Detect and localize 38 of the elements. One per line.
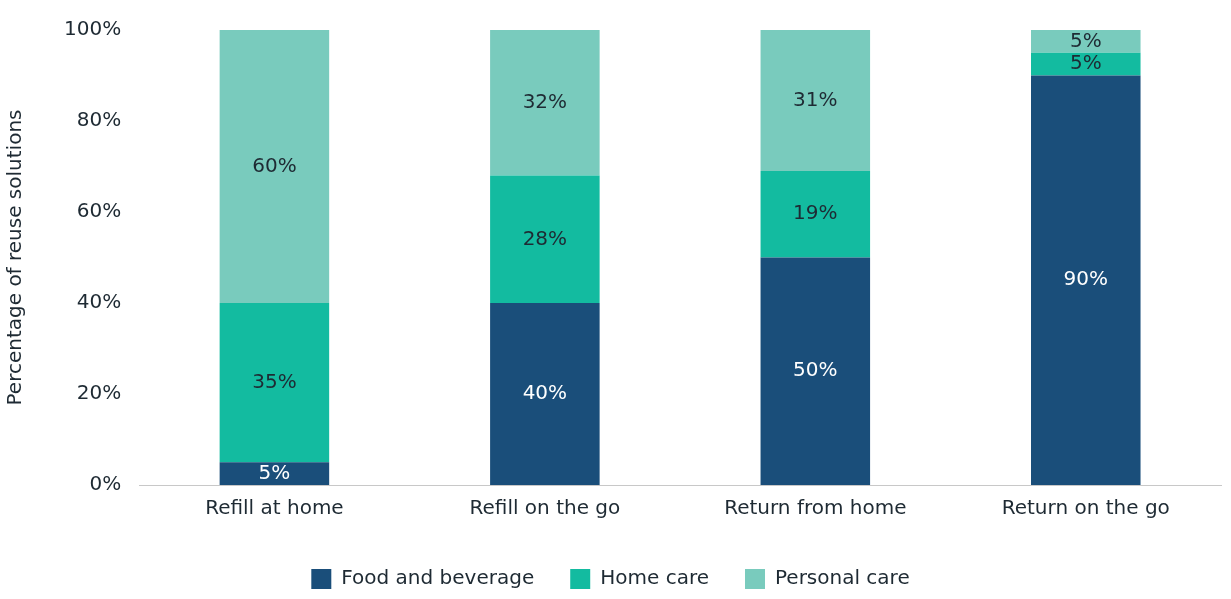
bar: [1031, 75, 1141, 485]
data-label: 5%: [1069, 27, 1102, 52]
data-label: 40%: [522, 380, 568, 405]
x-tick-label: Return on the go: [1001, 495, 1170, 520]
legend-label: Home care: [600, 565, 709, 590]
data-label: 32%: [522, 89, 568, 113]
y-tick-label: 40%: [76, 289, 122, 314]
legend-label: Personal care: [774, 565, 910, 590]
data-label: 31%: [793, 86, 838, 111]
y-tick-label: 80%: [76, 107, 122, 132]
y-tick-label: 20%: [76, 380, 122, 405]
data-label: 90%: [1063, 266, 1108, 291]
bar: [490, 175, 600, 303]
bar: [1031, 30, 1141, 53]
bar: [1031, 52, 1141, 76]
bar: [760, 171, 871, 258]
x-tick-label: Return from home: [724, 495, 907, 520]
data-label: 5%: [1069, 50, 1102, 75]
y-tick-label: 100%: [63, 16, 122, 41]
bar: [219, 462, 330, 485]
data-label: 50%: [793, 357, 838, 382]
x-tick-label: Refill at home: [205, 495, 344, 520]
y-tick-label: 0%: [89, 471, 122, 496]
bar: [490, 303, 600, 485]
data-label: 19%: [793, 200, 838, 225]
data-label: 35%: [252, 368, 297, 393]
bar: [219, 30, 330, 303]
bar: [219, 303, 330, 463]
x-tick-label: Refill on the go: [469, 495, 621, 520]
legend-label: Food and beverage: [341, 565, 535, 590]
y-axis-title: Percentage of reuse solutions: [2, 109, 27, 406]
bar: [760, 257, 871, 485]
bar: [490, 30, 600, 176]
data-label: 5%: [258, 459, 291, 484]
bar: [760, 30, 871, 172]
data-label: 60%: [252, 152, 297, 177]
y-tick-label: 60%: [76, 198, 122, 223]
data-label: 28%: [522, 225, 568, 250]
